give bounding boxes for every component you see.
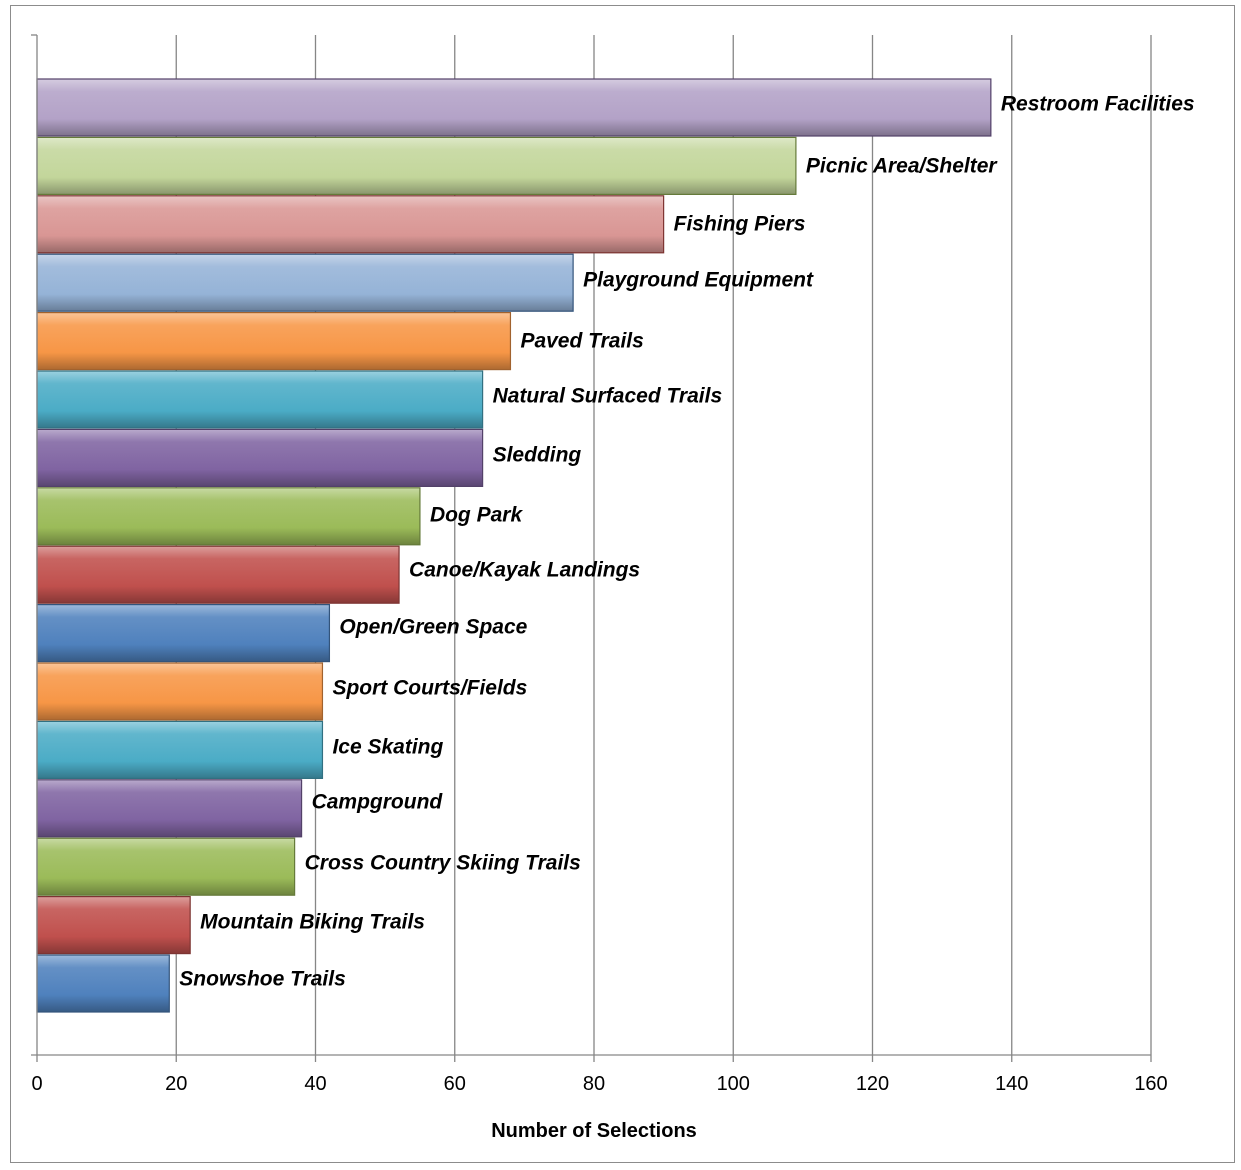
bar-label: Fishing Piers — [674, 213, 806, 236]
bar — [36, 779, 303, 838]
bar — [36, 370, 484, 429]
bar — [36, 545, 400, 604]
bar — [36, 253, 574, 312]
bar — [36, 603, 331, 663]
bar-label: Mountain Biking Trails — [200, 911, 425, 934]
bar — [36, 954, 170, 1013]
x-tick-label: 120 — [856, 1073, 889, 1095]
x-tick-label: 80 — [583, 1073, 605, 1095]
bar-label: Snowshoe Trails — [179, 968, 346, 991]
x-axis: 0 20 40 60 80 100 120 140 160 — [31, 34, 1168, 1095]
x-axis-title: Number of Selections — [491, 1120, 697, 1142]
x-tick-label: 20 — [165, 1073, 187, 1095]
bar — [36, 136, 797, 195]
bar — [36, 662, 324, 721]
x-tick-label: 40 — [304, 1073, 326, 1095]
x-tick-label: 60 — [444, 1073, 466, 1095]
bar — [36, 720, 324, 780]
bar — [36, 895, 191, 955]
bar-label: Restroom Facilities — [1001, 93, 1195, 116]
bar — [36, 312, 512, 371]
x-tick-label: 100 — [717, 1073, 750, 1095]
bar-label: Canoe/Kayak Landings — [409, 559, 640, 582]
bar-label: Picnic Area/Shelter — [806, 155, 998, 178]
bar-label: Ice Skating — [332, 736, 443, 759]
bar — [36, 837, 296, 896]
bar — [36, 487, 421, 546]
bar-label: Paved Trails — [520, 330, 643, 353]
bar-label: Open/Green Space — [339, 616, 527, 639]
bar-label: Sport Courts/Fields — [332, 677, 527, 700]
bar-label: Playground Equipment — [583, 269, 814, 292]
bar-label: Campground — [312, 791, 444, 814]
bar-label: Cross Country Skiing Trails — [305, 852, 581, 875]
x-tick-label: 140 — [995, 1073, 1028, 1095]
bars: Restroom Facilities Picnic Area/Shelter Fi… — [36, 78, 1195, 1013]
x-tick-label: 160 — [1134, 1073, 1167, 1095]
bar — [36, 195, 665, 254]
x-tick-label: 0 — [31, 1073, 42, 1095]
bar — [36, 78, 992, 137]
bar-label: Dog Park — [430, 504, 524, 527]
bar-label: Sledding — [493, 444, 582, 467]
bar-label: Natural Surfaced Trails — [493, 385, 723, 408]
bar — [36, 428, 484, 487]
